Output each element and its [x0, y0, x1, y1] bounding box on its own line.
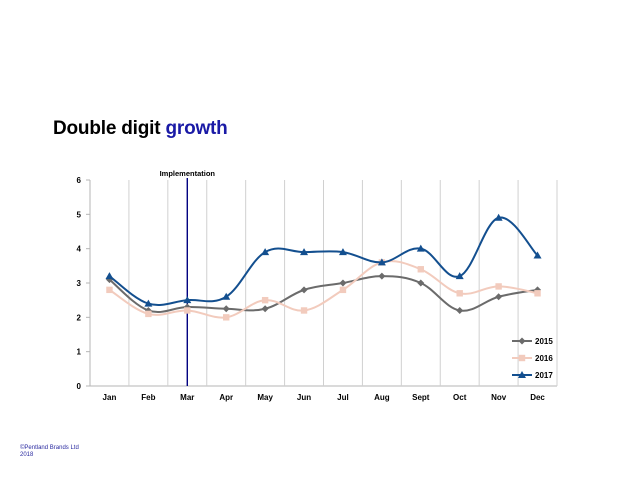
y-tick-label: 1 — [77, 348, 82, 357]
data-point-2017 — [222, 292, 231, 300]
data-point-2016 — [417, 266, 424, 273]
data-point-2015 — [300, 286, 308, 294]
data-point-2016 — [300, 307, 308, 314]
data-point-2015 — [339, 279, 347, 287]
slide-title: Double digit growth — [53, 118, 228, 140]
x-tick-label: Dec — [530, 393, 545, 402]
x-tick-label: Aug — [374, 393, 390, 402]
data-point-2016 — [145, 310, 152, 318]
data-point-2017 — [261, 248, 270, 256]
data-point-2017 — [494, 213, 503, 221]
data-point-2016 — [534, 290, 541, 297]
data-point-2017 — [377, 258, 386, 266]
x-tick-label: Jan — [103, 393, 117, 402]
data-point-2015 — [417, 279, 425, 287]
x-tick-label: Oct — [453, 393, 467, 402]
data-point-2017 — [300, 248, 309, 256]
x-tick-label: May — [257, 393, 273, 402]
series-line-2017 — [108, 216, 539, 307]
y-tick-label: 5 — [77, 210, 82, 219]
implementation-label: Implementation — [160, 169, 216, 178]
data-point-2017 — [455, 272, 464, 280]
x-tick-label: Mar — [180, 393, 194, 402]
footer: ©Pentland Brands Ltd 2018 — [20, 445, 79, 459]
data-point-2017 — [105, 272, 114, 280]
data-point-2016 — [456, 290, 463, 297]
data-point-2017 — [183, 296, 192, 304]
data-point-2017 — [144, 299, 153, 307]
data-point-2015 — [261, 305, 269, 313]
data-point-2016 — [106, 286, 113, 294]
y-tick-label: 3 — [77, 279, 82, 288]
y-tick-label: 6 — [77, 176, 82, 185]
series-line-2016 — [108, 260, 538, 319]
data-point-2016 — [495, 283, 502, 290]
legend-label-2016: 2016 — [535, 354, 553, 363]
legend-label-2015: 2015 — [535, 337, 553, 346]
legend-marker-2017 — [518, 371, 526, 378]
data-point-2017 — [416, 244, 425, 252]
copyright-text: ©Pentland Brands Ltd — [20, 445, 79, 451]
data-point-2017 — [338, 248, 347, 256]
legend-label-2017: 2017 — [535, 371, 553, 380]
data-point-2015 — [495, 293, 503, 301]
series-line-2015 — [108, 275, 538, 314]
data-point-2016 — [261, 296, 269, 304]
data-point-2015 — [456, 306, 464, 314]
y-tick-label: 0 — [77, 382, 82, 391]
title-accent-text: growth — [165, 118, 228, 139]
title-text: Double digit — [53, 118, 161, 139]
data-point-2015 — [222, 305, 230, 313]
data-point-2016 — [184, 307, 191, 314]
year-text: 2018 — [20, 452, 34, 458]
legend-marker-2016 — [518, 354, 526, 362]
x-tick-label: Jul — [337, 393, 349, 402]
x-tick-label: Sept — [412, 393, 430, 402]
y-tick-label: 2 — [77, 313, 82, 322]
x-tick-label: Apr — [219, 393, 233, 402]
legend-marker-2015 — [518, 337, 526, 345]
data-point-2017 — [533, 251, 542, 259]
x-tick-label: Feb — [141, 393, 155, 402]
data-point-2016 — [223, 314, 230, 321]
data-point-2016 — [339, 286, 347, 294]
y-tick-label: 4 — [77, 245, 82, 254]
x-tick-label: Nov — [491, 393, 507, 402]
x-tick-label: Jun — [297, 393, 311, 402]
data-point-2015 — [378, 272, 386, 280]
